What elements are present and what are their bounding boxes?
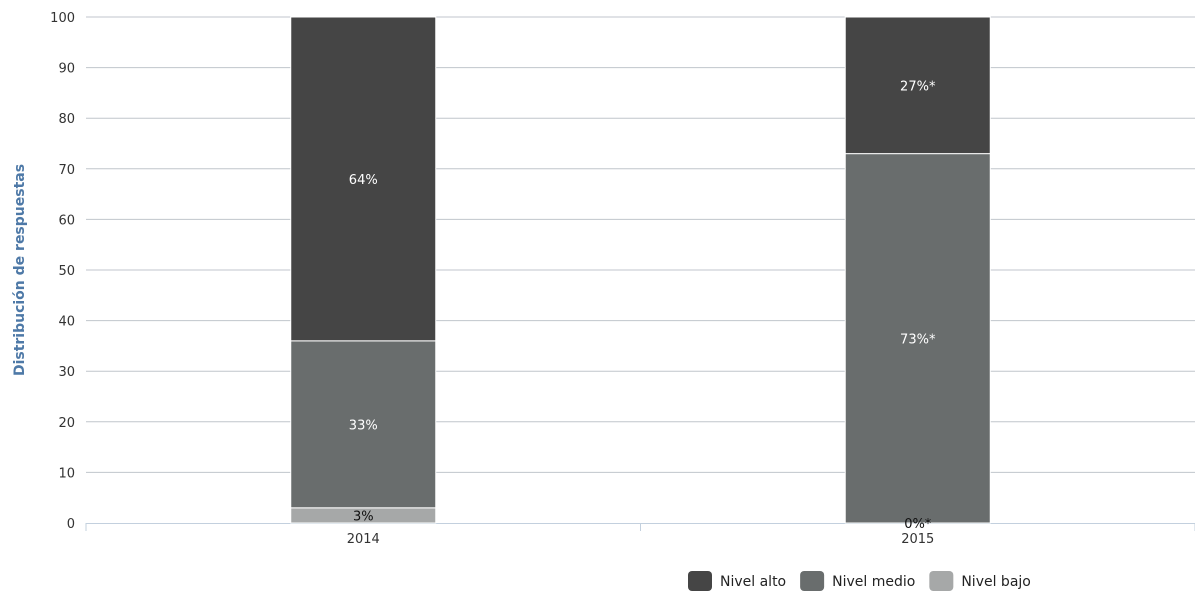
data-label: 3% — [353, 509, 374, 524]
legend-item-nivel-bajo[interactable]: Nivel bajo — [929, 571, 1031, 591]
data-label: 27%* — [900, 79, 936, 94]
axes: 0 10 20 30 40 50 60 70 80 90 100 2014 2015 — [50, 11, 1195, 547]
grid-lines — [86, 16, 1195, 473]
legend-swatch — [800, 571, 825, 591]
y-tick-label: 70 — [58, 163, 75, 178]
y-tick-label: 90 — [58, 62, 75, 77]
bar-segment-2015-nivel-medio[interactable] — [844, 153, 991, 524]
y-tick-label: 40 — [58, 315, 75, 330]
y-tick-label: 20 — [58, 416, 75, 431]
legend-label: Nivel medio — [832, 574, 915, 590]
legend-label: Nivel bajo — [961, 574, 1031, 590]
legend-item-nivel-medio[interactable]: Nivel medio — [800, 571, 915, 591]
data-label: 64% — [349, 173, 378, 188]
data-label: 0%* — [904, 517, 932, 532]
x-tick-label-2015: 2015 — [901, 532, 934, 547]
bar-segment-2014-nivel-medio[interactable] — [290, 340, 437, 509]
bar-segment-2015-nivel-alto[interactable] — [844, 16, 991, 155]
y-tick-label: 10 — [58, 466, 75, 481]
legend-item-nivel-alto[interactable]: Nivel alto — [688, 571, 786, 591]
legend-label: Nivel alto — [720, 574, 786, 590]
data-labels: 3% 33% 64% 0%* 73%* 27%* — [349, 79, 936, 532]
bar-segment-2014-nivel-alto[interactable] — [290, 16, 437, 342]
y-tick-label: 100 — [50, 11, 75, 26]
y-tick-label: 30 — [58, 365, 75, 380]
data-label: 73%* — [900, 332, 936, 347]
legend: Nivel alto Nivel medio Nivel bajo — [688, 571, 1031, 591]
x-tick-label-2014: 2014 — [347, 532, 380, 547]
legend-swatch — [929, 571, 954, 591]
y-tick-label: 60 — [58, 213, 75, 228]
data-label: 33% — [349, 418, 378, 433]
y-tick-label: 0 — [67, 517, 75, 532]
y-axis-title: Distribución de respuestas — [12, 164, 28, 376]
y-tick-label: 80 — [58, 112, 75, 127]
legend-swatch — [688, 571, 712, 591]
y-tick-label: 50 — [58, 264, 75, 279]
bars — [290, 16, 991, 524]
